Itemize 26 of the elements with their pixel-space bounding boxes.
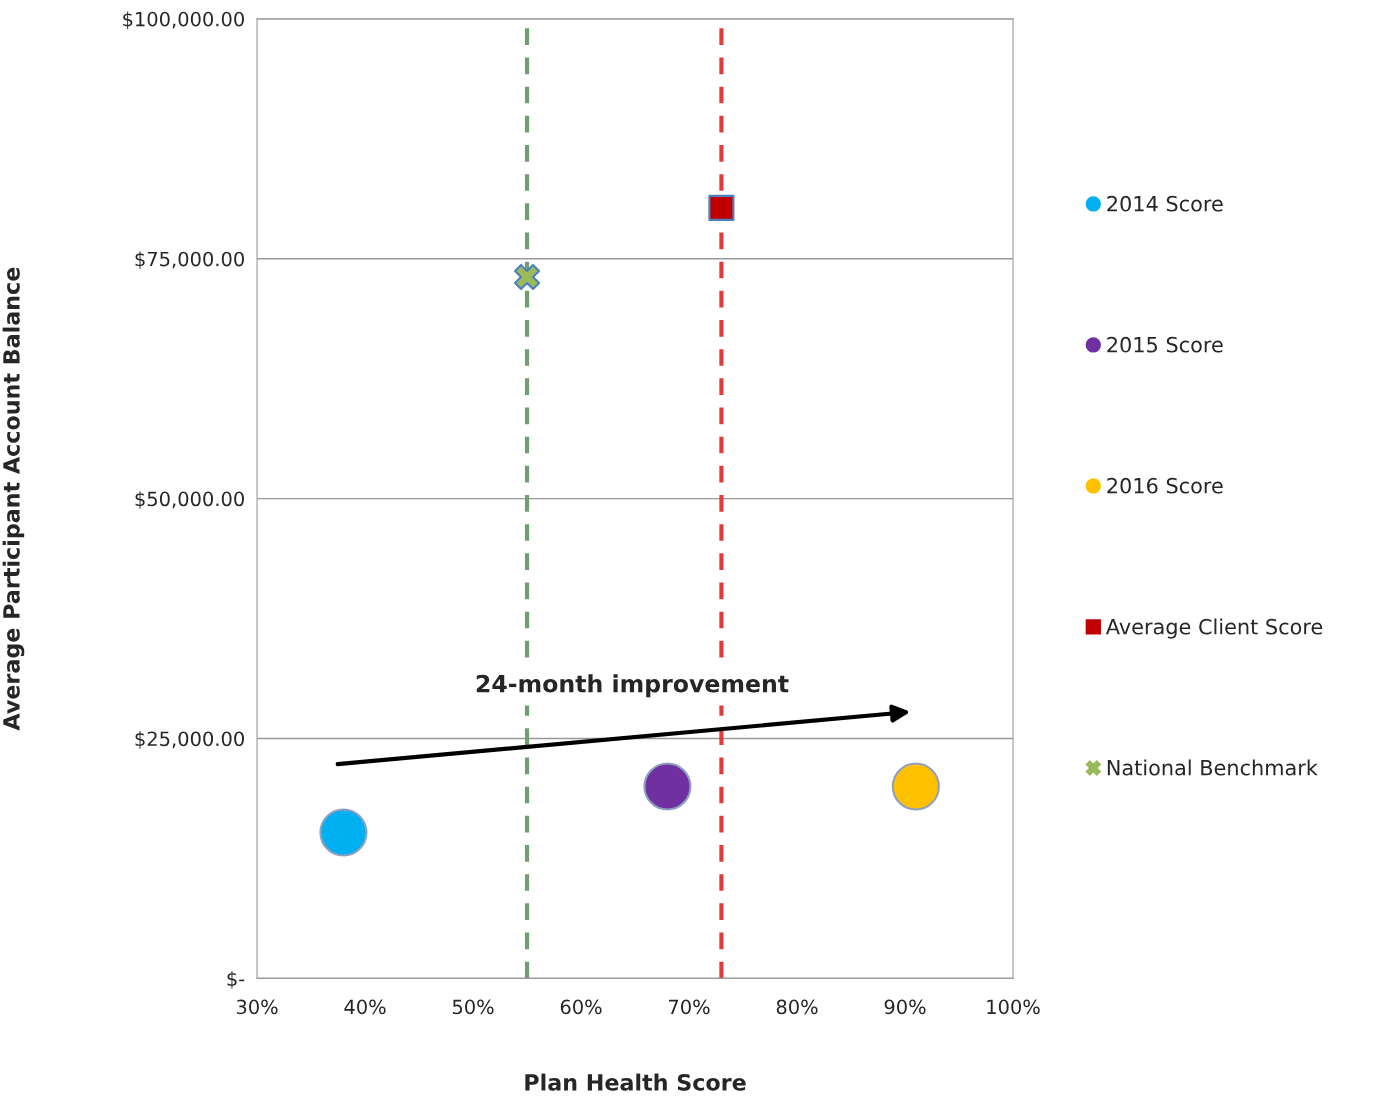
x-tick-label: 50%: [452, 999, 494, 1015]
y-tick-label: $75,000.00: [135, 251, 244, 269]
x-tick-label: 40%: [344, 999, 386, 1015]
y-axis-title: Average Participant Account Balance: [2, 267, 25, 731]
point: [319, 808, 368, 857]
x-tick-label: 30%: [236, 999, 278, 1015]
point: [891, 762, 940, 811]
legend-label: Average Client Score: [1105, 618, 1323, 639]
y-tick-label: $-: [227, 970, 245, 989]
point: [643, 762, 692, 811]
x-tick-label: 90%: [884, 999, 926, 1015]
x-tick-label: 70%: [669, 999, 710, 1015]
legend-label: 2015 Score: [1107, 336, 1223, 353]
x-tick-label: 100%: [987, 999, 1040, 1015]
x-tick-label: 80%: [776, 999, 818, 1015]
x-tick-label: 60%: [560, 999, 602, 1015]
y-tick-label: $25,000.00: [135, 731, 244, 749]
y-tick-label: $50,000.00: [135, 491, 244, 509]
legend-label: 2014 Score: [1107, 195, 1223, 212]
annotation: 24-month improvement: [476, 674, 789, 698]
legend-label: 2016 Score: [1107, 477, 1223, 494]
y-tick-label: $100,000.00: [123, 11, 244, 30]
point: [708, 194, 735, 221]
point: [513, 263, 541, 291]
legend-label: National Benchmark: [1107, 759, 1318, 776]
x-axis-title: Plan Health Score: [525, 1073, 746, 1091]
